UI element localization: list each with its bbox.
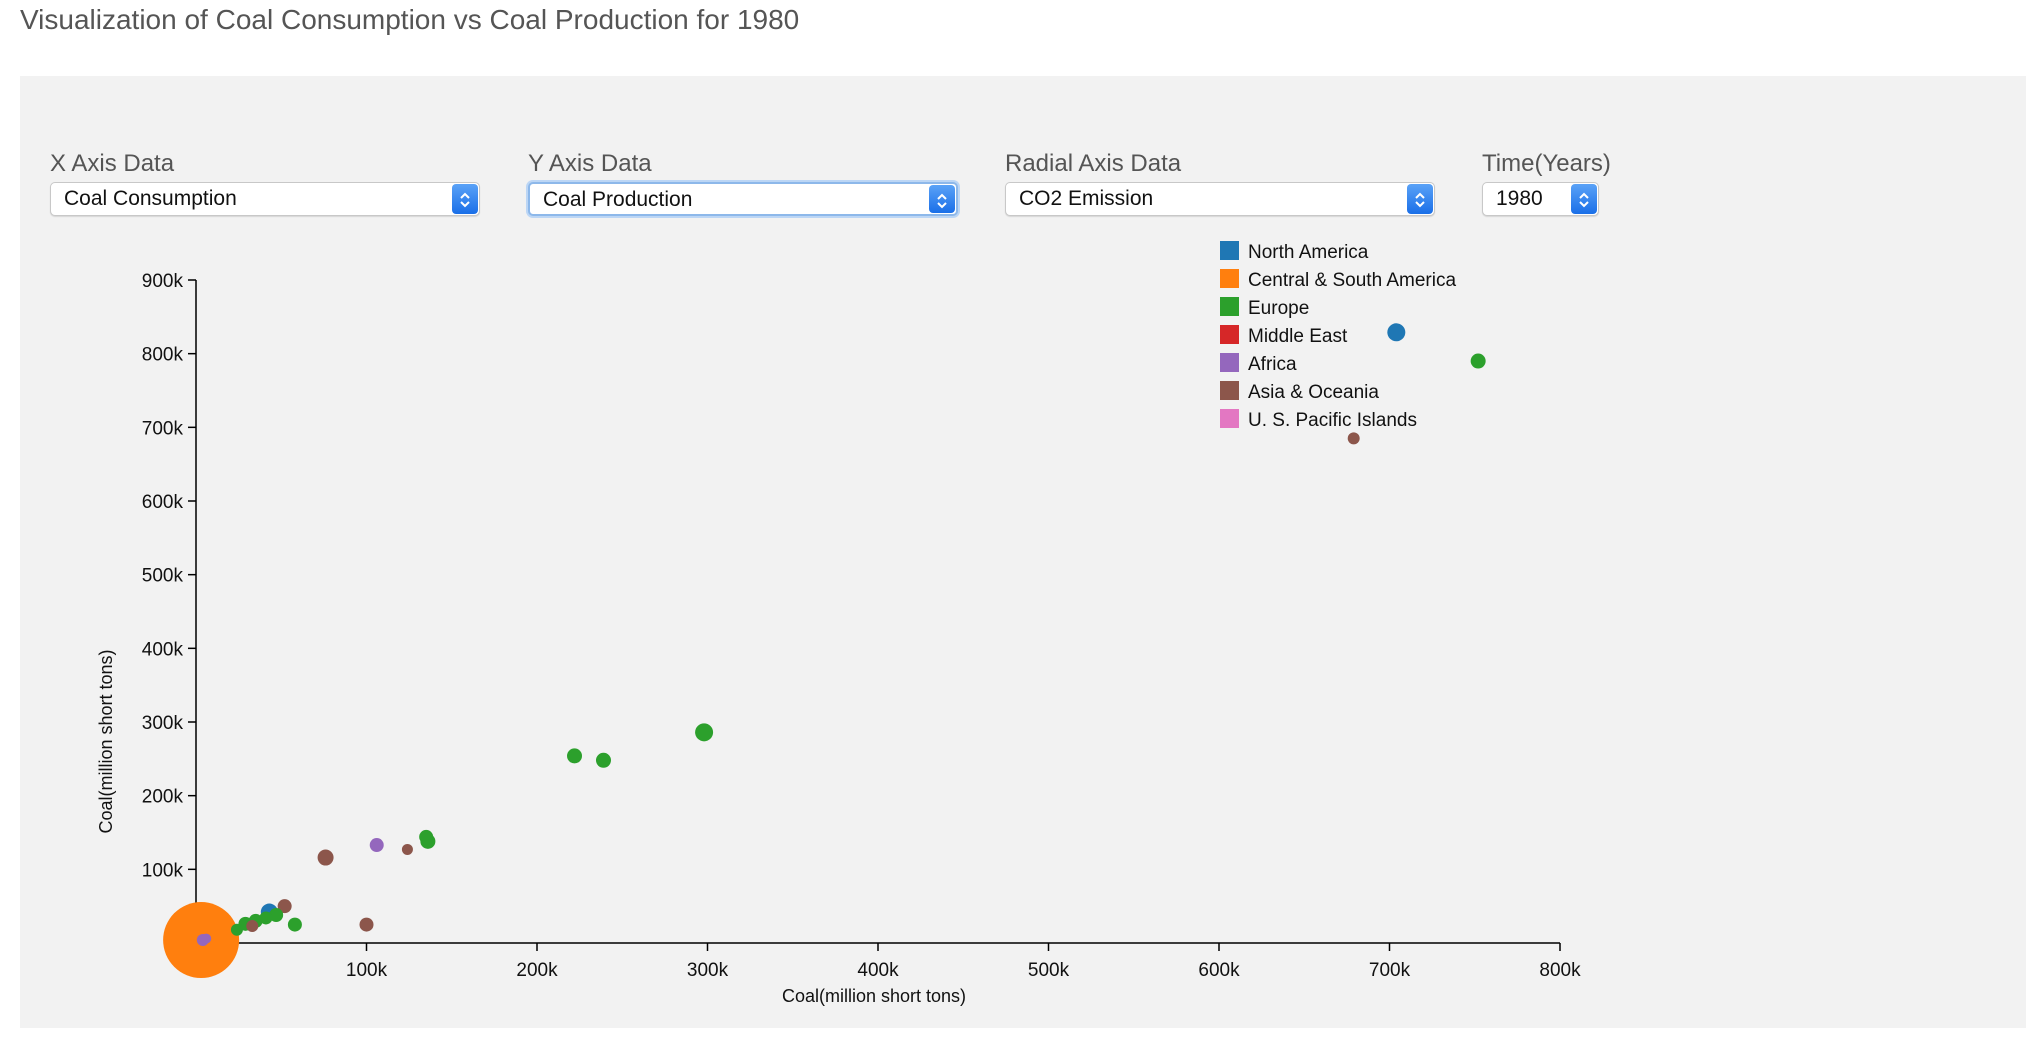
- x-tick-label: 700k: [1369, 960, 1411, 981]
- y-tick-label: 200k: [142, 787, 184, 808]
- x-tick-label: 200k: [516, 960, 558, 981]
- legend-label: North America: [1248, 242, 1369, 263]
- chevron-up-down-icon: [1571, 184, 1597, 214]
- time-control: Time(Years) 1980: [1482, 150, 1611, 216]
- data-point[interactable]: [595, 752, 611, 768]
- radial-axis-select-value: CO2 Emission: [1019, 187, 1154, 210]
- data-point[interactable]: [695, 723, 714, 742]
- chart-legend: North America Central & South America Euro…: [1220, 241, 1456, 431]
- data-point[interactable]: [369, 838, 384, 853]
- data-point[interactable]: [230, 923, 243, 936]
- data-point[interactable]: [287, 917, 302, 932]
- legend-swatch: [1220, 241, 1239, 260]
- data-point[interactable]: [567, 748, 583, 764]
- x-tick-label: 600k: [1198, 960, 1240, 981]
- y-tick-label: 100k: [142, 860, 184, 881]
- radial-axis-label: Radial Axis Data: [1005, 150, 1182, 177]
- y-tick-label: 700k: [142, 418, 184, 439]
- y-tick-label: 500k: [142, 566, 184, 587]
- legend-swatch: [1220, 409, 1239, 428]
- x-tick-label: 800k: [1539, 960, 1581, 981]
- chevron-up-down-icon: [1407, 184, 1433, 214]
- legend-swatch: [1220, 381, 1239, 400]
- x-tick-label: 300k: [687, 960, 729, 981]
- y-axis-title: Coal(million short tons): [96, 649, 116, 833]
- data-point[interactable]: [401, 843, 413, 855]
- x-axis-control: X Axis Data Coal Consumption: [50, 150, 480, 216]
- radial-axis-control: Radial Axis Data CO2 Emission: [1005, 150, 1435, 216]
- y-tick-label: 900k: [142, 271, 184, 292]
- x-axis-title: Coal(million short tons): [782, 986, 966, 1006]
- data-point[interactable]: [1347, 432, 1360, 445]
- data-point[interactable]: [201, 933, 212, 944]
- y-axis-control: Y Axis Data Coal Production: [528, 150, 958, 216]
- y-axis-select-value: Coal Production: [543, 188, 693, 211]
- y-tick-label: 400k: [142, 639, 184, 660]
- legend-label: Africa: [1248, 354, 1297, 375]
- x-axis-select[interactable]: Coal Consumption: [50, 182, 480, 216]
- chart-marks: [163, 323, 1486, 979]
- legend-swatch: [1220, 353, 1239, 372]
- chevron-up-down-icon: [452, 184, 478, 214]
- chart-axes: 100k 200k 300k 400k 500k 600k 700k 800k 100k 200k…: [142, 271, 1581, 981]
- y-axis-label: Y Axis Data: [528, 150, 652, 177]
- page-title: Visualization of Coal Consumption vs Coa…: [20, 4, 800, 35]
- legend-label: U. S. Pacific Islands: [1248, 410, 1417, 431]
- x-tick-label: 400k: [857, 960, 899, 981]
- data-point[interactable]: [259, 911, 273, 925]
- legend-swatch: [1220, 297, 1239, 316]
- chevron-up-down-icon: [929, 185, 955, 213]
- x-tick-label: 100k: [346, 960, 388, 981]
- x-tick-label: 500k: [1028, 960, 1070, 981]
- time-select-value: 1980: [1496, 187, 1543, 210]
- y-tick-label: 600k: [142, 492, 184, 513]
- y-axis-select[interactable]: Coal Production: [528, 182, 958, 216]
- data-point[interactable]: [246, 920, 259, 933]
- time-label: Time(Years): [1482, 150, 1611, 177]
- x-axis-select-value: Coal Consumption: [64, 187, 237, 210]
- data-point[interactable]: [277, 899, 292, 914]
- legend-label: Central & South America: [1248, 270, 1456, 291]
- x-axis-label: X Axis Data: [50, 150, 175, 177]
- data-point[interactable]: [269, 908, 284, 923]
- data-point[interactable]: [359, 917, 374, 932]
- legend-swatch: [1220, 269, 1239, 288]
- data-point[interactable]: [1470, 353, 1486, 369]
- legend-label: Middle East: [1248, 326, 1348, 347]
- y-tick-label: 300k: [142, 713, 184, 734]
- data-point[interactable]: [1387, 323, 1406, 342]
- y-tick-label: 800k: [142, 345, 184, 366]
- legend-label: Europe: [1248, 298, 1309, 319]
- legend-label: Asia & Oceania: [1248, 382, 1379, 403]
- data-point[interactable]: [419, 829, 434, 844]
- radial-axis-select[interactable]: CO2 Emission: [1005, 182, 1435, 216]
- visualization-panel: X Axis Data Coal Consumption Y Axis Data…: [20, 76, 2026, 1028]
- legend-swatch: [1220, 325, 1239, 344]
- data-point[interactable]: [317, 849, 334, 866]
- time-select[interactable]: 1980: [1482, 182, 1599, 216]
